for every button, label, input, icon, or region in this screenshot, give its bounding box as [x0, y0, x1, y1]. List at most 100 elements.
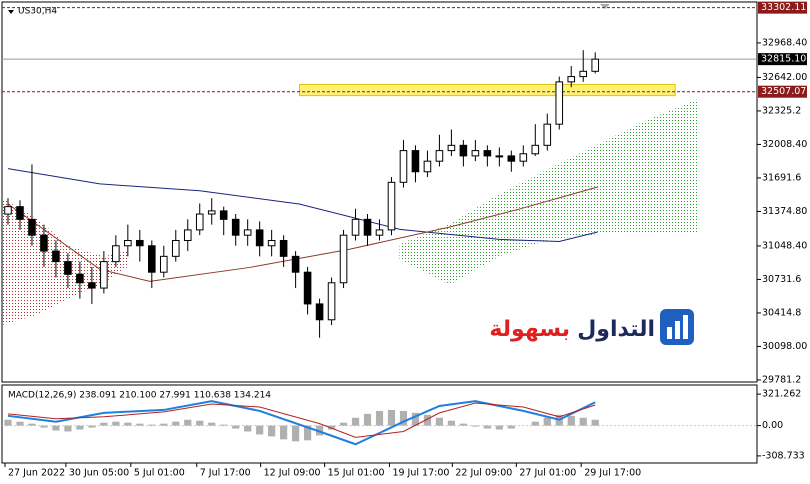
histogram-bar — [124, 422, 132, 426]
candle-body — [483, 150, 492, 157]
candle-body — [255, 229, 264, 247]
candle-body — [495, 155, 504, 158]
macd-title: MACD(12,26,9) 238.091 210.100 27.991 110… — [8, 391, 271, 401]
histogram-bar — [172, 421, 180, 426]
histogram-bar — [435, 417, 444, 426]
candle-body — [171, 239, 180, 257]
zone — [299, 84, 676, 97]
candle-body — [507, 155, 516, 162]
candle-body — [231, 218, 240, 236]
x-tick-label: 22 Jul 09:00 — [455, 468, 512, 479]
candle-body — [243, 229, 252, 236]
histogram-bar — [160, 423, 168, 426]
macd-line — [7, 400, 596, 446]
candle-body — [411, 150, 420, 173]
histogram-bar — [208, 422, 216, 426]
histogram-bar — [40, 425, 48, 428]
symbol-arrow — [8, 10, 14, 14]
histogram-bar — [411, 412, 420, 426]
candle-body — [387, 181, 396, 231]
logo-icon-bar — [667, 327, 672, 339]
level-label: 32815.10 — [761, 54, 806, 65]
level-box — [758, 53, 807, 66]
x-tick-label: 5 Jul 01:00 — [134, 468, 185, 479]
histogram-bar — [579, 417, 587, 426]
histogram-bar — [256, 425, 264, 435]
y-tick-label: 30731.6 — [762, 274, 801, 285]
histogram-bar — [387, 409, 396, 426]
histogram-bar — [148, 424, 156, 426]
histogram-bar — [184, 419, 192, 426]
level-label: 32507.07 — [761, 86, 806, 97]
candle-body — [315, 303, 324, 321]
histogram-bar — [52, 425, 60, 431]
histogram-bar — [351, 417, 360, 426]
histogram-bar — [76, 425, 84, 430]
x-tick-label: 27 Jul 01:00 — [519, 468, 576, 479]
logo-icon-bar — [683, 315, 688, 339]
histogram-bar — [327, 425, 336, 430]
histogram-bar — [4, 419, 12, 426]
y-tick-label: -308.733 — [762, 450, 805, 461]
level-box — [758, 85, 807, 98]
candle-body — [76, 273, 84, 284]
histogram-bar — [136, 423, 144, 426]
y-tick-label: 30098.00 — [762, 341, 807, 352]
candle-body — [423, 160, 432, 173]
candle-body — [267, 239, 276, 247]
histogram-bar — [543, 417, 551, 426]
y-tick-label: 31048.40 — [762, 240, 807, 251]
histogram-bar — [399, 410, 408, 426]
x-tick-label: 7 Jul 17:00 — [200, 468, 251, 479]
shift-marker — [600, 4, 610, 9]
histogram-bar — [459, 423, 467, 426]
histogram-bar — [232, 425, 240, 429]
x-tick-label: 12 Jul 09:00 — [264, 468, 321, 479]
candle-body — [555, 81, 564, 125]
candle-body — [363, 218, 372, 236]
macd-pane — [1, 384, 758, 464]
candle-body — [40, 234, 48, 252]
candle-body — [16, 206, 24, 220]
candle-body — [136, 239, 144, 247]
candle-body — [28, 218, 36, 236]
candle-body — [112, 245, 120, 263]
histogram-bar — [64, 425, 72, 432]
candle-body — [351, 218, 360, 236]
candle-body — [207, 210, 216, 215]
histogram-bar — [88, 425, 96, 428]
candle-body — [459, 144, 468, 157]
logo-icon-bar — [675, 321, 680, 339]
candle-body — [471, 150, 480, 157]
candle-body — [183, 229, 192, 241]
y-tick-label: 31691.6 — [762, 172, 801, 183]
x-tick-label: 19 Jul 17:00 — [392, 468, 449, 479]
x-tick-label: 15 Jul 01:00 — [328, 468, 385, 479]
histogram-bar — [220, 424, 228, 426]
candle-body — [124, 239, 132, 247]
histogram-bar — [16, 421, 24, 426]
candle-body — [195, 213, 204, 231]
candle-body — [327, 282, 336, 321]
y-tick-label: 32008.40 — [762, 139, 807, 150]
histogram-bar — [244, 425, 252, 432]
candle-body — [100, 261, 108, 289]
histogram-bar — [363, 413, 372, 426]
histogram-bar — [292, 425, 300, 442]
candle-body — [399, 150, 408, 183]
candle-body — [64, 261, 72, 275]
candle-body — [279, 239, 288, 257]
candle-body — [567, 76, 576, 83]
y-tick-label: 32642.00 — [762, 72, 807, 83]
histogram-bar — [567, 415, 575, 426]
candle-body — [4, 206, 12, 215]
candle-body — [591, 58, 600, 72]
candle-body — [148, 245, 156, 273]
candle-body — [543, 123, 552, 146]
logo-word: بسهولة — [489, 317, 570, 342]
histogram-bar — [280, 425, 288, 440]
histogram-bar — [268, 425, 276, 437]
candle-body — [88, 282, 96, 289]
indicator-line — [7, 186, 598, 282]
